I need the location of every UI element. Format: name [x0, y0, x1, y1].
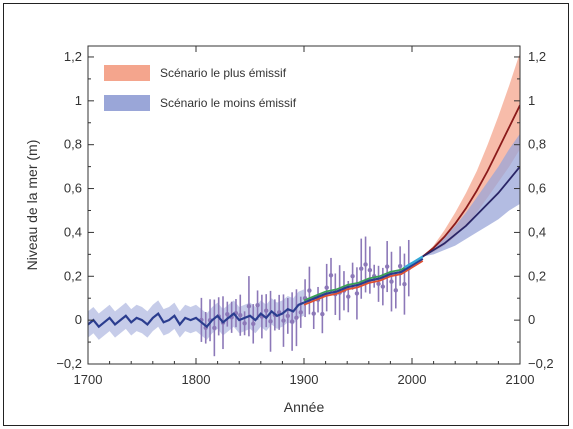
tide-gauge-point	[324, 285, 329, 290]
tide-gauge-point	[298, 310, 303, 315]
tide-gauge-point	[346, 294, 351, 299]
y-tick-label-right: 0,4	[528, 224, 546, 239]
legend-label-high: Scénario le plus émissif	[160, 66, 287, 80]
tide-gauge-point	[320, 311, 325, 317]
axes: 1700 1800 1900 2000 2100−0,2 −0,20 00,2 0,20,4 0…	[56, 46, 554, 387]
tide-gauge-point	[402, 281, 407, 287]
satellite-line	[403, 255, 424, 269]
y-tick-label-right: 0,2	[528, 268, 546, 283]
tide-gauge-point	[367, 267, 373, 273]
y-tick-label-left: 0,4	[64, 224, 82, 239]
tide-gauge-point	[376, 281, 381, 287]
tide-gauge-points	[199, 236, 411, 357]
tide-gauge-point	[354, 291, 360, 296]
tide-gauge-point	[281, 318, 286, 323]
tide-gauge-point	[294, 315, 299, 320]
tide-gauge-point	[251, 321, 256, 327]
tide-gauge-point	[238, 313, 243, 318]
projection-low-line	[422, 166, 520, 258]
tide-gauge-point	[285, 313, 290, 319]
tide-gauge-point	[359, 266, 364, 271]
y-tick-label-left: −0,2	[56, 356, 82, 371]
tide-gauge-point	[384, 264, 390, 269]
x-tick-label: 1700	[74, 372, 103, 387]
x-axis-label: Année	[284, 399, 325, 415]
y-tick-label-right: 0,6	[528, 181, 546, 196]
reconstruction-uncertainty-band	[88, 289, 304, 340]
reconstruction-line	[88, 301, 305, 329]
tide-gauge-point	[397, 263, 403, 269]
projection-bands	[88, 52, 520, 340]
y-tick-label-left: 0,6	[64, 181, 82, 196]
x-tick-label: 1900	[290, 372, 319, 387]
y-tick-label-left: 0,8	[64, 137, 82, 152]
legend-swatch-low	[104, 95, 150, 111]
tide-gauge-point	[268, 319, 273, 324]
y-tick-label-right: 0,8	[528, 137, 546, 152]
x-tick-label: 1800	[182, 372, 211, 387]
x-tick-label: 2100	[506, 372, 535, 387]
tide-gauge-point	[242, 321, 247, 326]
tide-gauge-point	[311, 311, 316, 316]
y-tick-label-right: 0	[528, 312, 535, 327]
legend: Scénario le plus émissif Scénario le moi…	[104, 65, 297, 111]
tide-gauge-point	[393, 288, 398, 293]
tide-gauge-point	[289, 319, 295, 324]
y-tick-label-left: 1	[75, 93, 82, 108]
tide-gauge-point	[328, 273, 334, 278]
tide-gauge-point	[350, 274, 355, 279]
tide-gauge-point	[212, 325, 217, 331]
legend-swatch-high	[104, 65, 150, 81]
tide-gauge-point	[380, 284, 386, 289]
y-tick-label-right: −0,2	[528, 356, 554, 371]
tide-gauge-point	[307, 288, 312, 293]
legend-label-low: Scénario le moins émissif	[160, 96, 297, 110]
tide-gauge-line-red	[303, 260, 424, 306]
series-lines	[88, 104, 520, 329]
y-tick-label-left: 0,2	[64, 268, 82, 283]
x-tick-label: 2000	[398, 372, 427, 387]
tide-gauge-line-green	[303, 255, 424, 302]
tide-gauge-point	[225, 311, 230, 317]
tide-gauge-point	[255, 302, 260, 308]
y-tick-label-left: 1,2	[64, 49, 82, 64]
y-axis-label: Niveau de la mer (m)	[24, 140, 40, 271]
projection-high-line	[422, 104, 520, 258]
y-tick-label-right: 1	[528, 93, 535, 108]
tide-gauge-line	[303, 257, 424, 304]
projection-low-band	[422, 133, 520, 257]
y-tick-label-left: 0	[75, 312, 82, 327]
y-tick-label-right: 1,2	[528, 49, 546, 64]
tide-gauge-point	[363, 262, 368, 267]
tide-gauge-point	[389, 279, 394, 284]
tide-gauge-point	[246, 304, 252, 309]
tide-gauge-point	[264, 308, 269, 313]
